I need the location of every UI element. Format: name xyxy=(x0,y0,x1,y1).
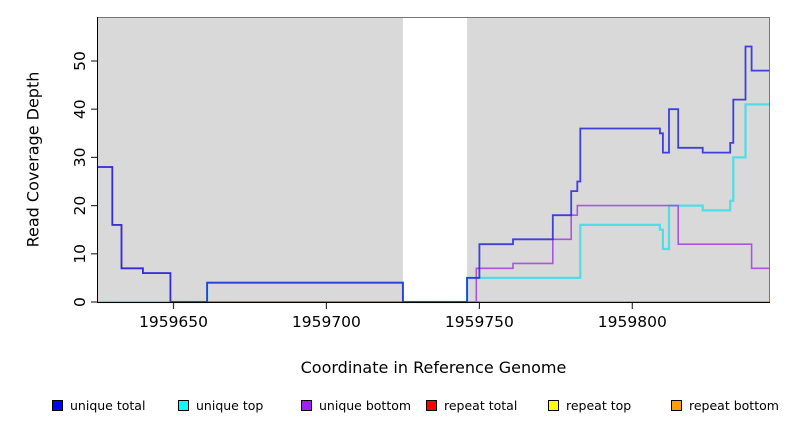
legend-swatch-unique-bottom xyxy=(301,399,312,411)
legend-label: unique top xyxy=(196,397,264,413)
y-tick-label: 40 xyxy=(71,99,89,119)
legend-swatch-repeat-total xyxy=(426,399,437,411)
legend-label: repeat bottom xyxy=(689,397,779,413)
x-tick-label: 1959650 xyxy=(139,313,208,331)
legend-label: unique total xyxy=(70,397,146,413)
legend-item-repeat-top: repeat top xyxy=(548,397,631,413)
legend-label: repeat total xyxy=(444,397,518,413)
y-tick-label: 30 xyxy=(71,148,89,168)
y-tick-label: 10 xyxy=(71,244,89,264)
legend-swatch-repeat-bottom xyxy=(671,399,682,411)
y-tick-label: 50 xyxy=(71,51,89,71)
legend-item-unique-total: unique total xyxy=(52,397,145,413)
legend-swatch-repeat-top xyxy=(548,399,559,411)
legend-item-unique-bottom: unique bottom xyxy=(301,397,411,413)
legend-item-repeat-total: repeat total xyxy=(426,397,517,413)
x-tick-label: 1959800 xyxy=(598,313,667,331)
y-axis-title: Read Coverage Depth xyxy=(23,71,43,248)
legend-item-unique-top: unique top xyxy=(178,397,263,413)
x-axis-title: Coordinate in Reference Genome xyxy=(300,358,567,377)
legend-label: repeat top xyxy=(566,397,632,413)
legend-label: unique bottom xyxy=(319,397,412,413)
legend-swatch-unique-total xyxy=(52,399,63,411)
y-tick-label: 20 xyxy=(71,196,89,216)
no-data-gap-region xyxy=(402,18,468,302)
x-tick-label: 1959700 xyxy=(292,313,361,331)
x-tick-label: 1959750 xyxy=(445,313,514,331)
coverage-plot: 1959650 1959700 1959750 1959800 0 10 20 30 40 50 xyxy=(71,17,770,331)
series-path-unique-total xyxy=(97,45,770,303)
legend: unique total unique top unique bottom repea… xyxy=(0,397,792,419)
legend-item-repeat-bottom: repeat bottom xyxy=(671,397,779,413)
y-tick-label: 0 xyxy=(71,297,89,307)
legend-swatch-unique-top xyxy=(178,399,189,411)
